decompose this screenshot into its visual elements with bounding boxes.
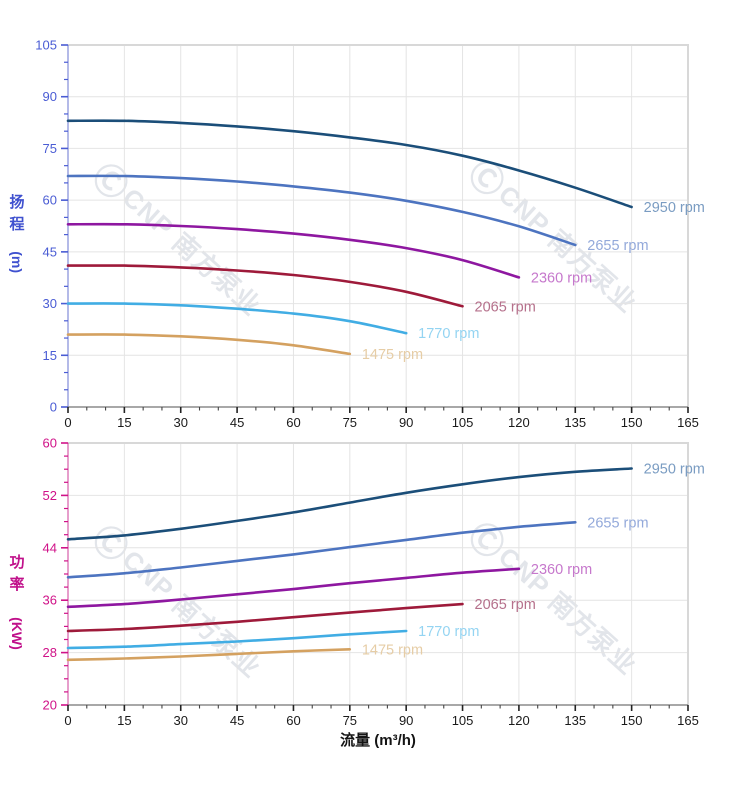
- x-tick-label: 30: [173, 415, 187, 430]
- y-tick-label: 90: [43, 89, 57, 104]
- x-tick-label: 90: [399, 415, 413, 430]
- y-tick-label: 30: [43, 296, 57, 311]
- series-label-2360-rpm: 2360 rpm: [531, 270, 592, 286]
- series-line-1770-rpm: [66, 629, 408, 650]
- series-label-2360-rpm: 2360 rpm: [531, 562, 592, 578]
- head-axis-title-cn: 扬程: [9, 194, 25, 233]
- chart-power: 20 28 36 44 52 60 0 15 30 45 60 75 90 105 120 135 150 165…: [43, 436, 705, 729]
- x-tick-label: 120: [508, 415, 530, 430]
- y-tick-label: 44: [43, 540, 57, 555]
- x-tick-label: 90: [399, 713, 413, 728]
- series-label-2950-rpm: 2950 rpm: [644, 200, 705, 216]
- series-label-2655-rpm: 2655 rpm: [587, 238, 648, 254]
- x-tick-label: 150: [621, 713, 643, 728]
- flow-axis-title: 流量 (m³/h): [340, 732, 416, 749]
- x-tick-label: 60: [286, 713, 300, 728]
- series-label-2655-rpm: 2655 rpm: [587, 515, 648, 531]
- x-tick-label: 0: [64, 415, 71, 430]
- series-label-1770-rpm: 1770 rpm: [418, 326, 479, 342]
- y-tick-label: 60: [43, 436, 57, 451]
- y-tick-label: 28: [43, 645, 57, 660]
- y-tick-label: 45: [43, 244, 57, 259]
- y-tick-label: 36: [43, 593, 57, 608]
- series-label-2065-rpm: 2065 rpm: [475, 299, 536, 315]
- y-tick-label: 0: [50, 400, 57, 415]
- x-tick-label: 120: [508, 713, 530, 728]
- series-line-2065-rpm: [66, 602, 464, 633]
- power-axis-title: 功率 (KW): [6, 552, 28, 650]
- y-tick-label: 52: [43, 488, 57, 503]
- x-tick-label: 165: [677, 713, 699, 728]
- series-label-1770-rpm: 1770 rpm: [418, 624, 479, 640]
- series-label-1475-rpm: 1475 rpm: [362, 347, 423, 363]
- series-line-2065-rpm: [66, 264, 464, 308]
- series-line-2950-rpm: [66, 119, 633, 209]
- series-label-2950-rpm: 2950 rpm: [644, 462, 705, 478]
- series-line-2950-rpm: [66, 467, 633, 541]
- y-tick-label: 20: [43, 698, 57, 713]
- x-tick-label: 135: [564, 415, 586, 430]
- chart-head: 0 15 30 45 60 75 90 105 0 15 30 45 60 75 90 105 120 135 15…: [35, 38, 705, 431]
- series-line-2655-rpm: [66, 174, 577, 247]
- x-tick-label: 135: [564, 713, 586, 728]
- x-tick-label: 15: [117, 415, 131, 430]
- head-axis-unit: (m): [9, 250, 26, 273]
- x-tick-label: 75: [343, 415, 357, 430]
- power-axis-title-cn: 功率: [9, 554, 25, 593]
- series-line-1770-rpm: [66, 302, 408, 335]
- power-axis-unit: (KW): [9, 616, 26, 650]
- y-tick-label: 60: [43, 193, 57, 208]
- x-tick-label: 45: [230, 415, 244, 430]
- x-tick-label: 45: [230, 713, 244, 728]
- x-tick-label: 165: [677, 415, 699, 430]
- x-tick-label: 75: [343, 713, 357, 728]
- x-tick-label: 15: [117, 713, 131, 728]
- y-tick-label: 105: [35, 38, 57, 53]
- head-axis-title: 扬程 (m): [6, 192, 28, 273]
- x-tick-label: 105: [452, 415, 474, 430]
- series-line-1475-rpm: [66, 648, 352, 662]
- x-tick-label: 30: [173, 713, 187, 728]
- x-tick-label: 0: [64, 713, 71, 728]
- series-line-2360-rpm: [66, 222, 521, 279]
- series-label-1475-rpm: 1475 rpm: [362, 642, 423, 658]
- series-line-2360-rpm: [66, 567, 521, 609]
- y-tick-label: 15: [43, 348, 57, 363]
- series-label-2065-rpm: 2065 rpm: [475, 597, 536, 613]
- x-tick-label: 60: [286, 415, 300, 430]
- plot-border: [68, 442, 689, 705]
- x-tick-label: 105: [452, 713, 474, 728]
- y-tick-label: 75: [43, 141, 57, 156]
- x-tick-label: 150: [621, 415, 643, 430]
- series-line-2655-rpm: [66, 521, 577, 579]
- series-line-1475-rpm: [66, 333, 352, 356]
- plot-border: [68, 44, 689, 407]
